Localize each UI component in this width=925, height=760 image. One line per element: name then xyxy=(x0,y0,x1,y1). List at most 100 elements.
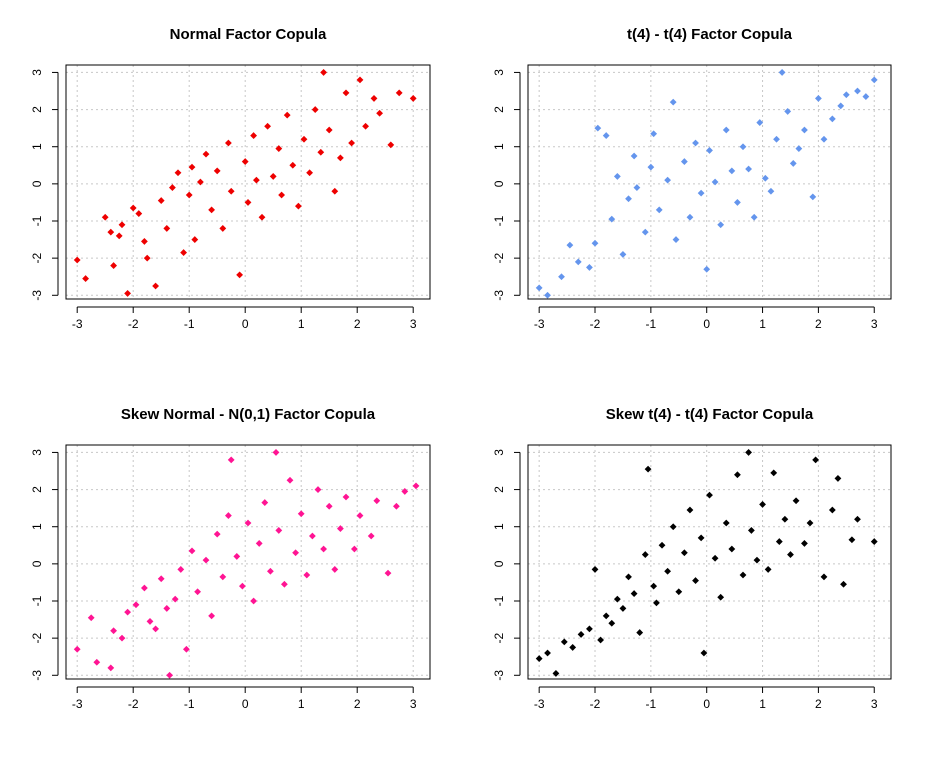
data-point xyxy=(745,449,752,456)
y-tick-label: -2 xyxy=(30,252,44,263)
data-point xyxy=(337,154,344,162)
y-tick-label: 2 xyxy=(492,486,506,493)
data-point xyxy=(608,215,616,223)
y-tick-label: -1 xyxy=(492,595,506,606)
data-point xyxy=(208,206,215,214)
data-point xyxy=(362,122,369,130)
data-point xyxy=(686,506,694,514)
data-point xyxy=(227,187,235,195)
data-point xyxy=(775,538,783,545)
data-point xyxy=(194,588,201,596)
data-point xyxy=(348,139,355,147)
data-point xyxy=(171,595,179,603)
data-point xyxy=(711,554,719,562)
data-point xyxy=(236,271,243,279)
chart-title: Skew Normal - N(0,1) Factor Copula xyxy=(121,406,376,423)
data-point xyxy=(789,160,797,167)
data-point xyxy=(862,93,870,100)
data-point xyxy=(250,597,257,605)
y-tick-label: -2 xyxy=(492,632,506,643)
data-point xyxy=(188,163,196,171)
y-tick-label: 0 xyxy=(492,560,506,567)
y-tick-label: 0 xyxy=(30,560,44,567)
data-point xyxy=(641,551,649,558)
data-point xyxy=(278,191,285,199)
x-tick-label: -3 xyxy=(534,697,545,711)
data-point xyxy=(778,69,786,76)
data-point xyxy=(706,147,713,154)
data-point xyxy=(202,556,210,564)
plot-frame xyxy=(527,444,892,680)
data-point xyxy=(706,491,713,499)
data-point xyxy=(183,645,190,653)
data-point xyxy=(854,515,861,523)
data-point xyxy=(552,670,560,677)
data-point xyxy=(608,619,616,627)
data-point xyxy=(795,145,803,152)
data-point xyxy=(253,176,260,184)
data-point xyxy=(202,150,210,158)
data-point xyxy=(848,536,856,544)
data-point xyxy=(630,590,638,597)
data-point xyxy=(870,538,878,545)
x-tick-label: 2 xyxy=(354,697,361,711)
data-point xyxy=(208,612,215,620)
x-tick-label: -3 xyxy=(534,317,545,331)
data-point xyxy=(107,664,115,672)
x-tick-label: -2 xyxy=(128,697,139,711)
data-point xyxy=(275,145,283,152)
data-point xyxy=(734,199,741,206)
data-point xyxy=(373,497,381,505)
x-tick-label: 0 xyxy=(703,697,710,711)
data-point xyxy=(644,465,652,473)
data-point xyxy=(325,126,333,134)
data-point xyxy=(669,523,677,531)
data-point xyxy=(870,76,878,84)
x-tick-label: -2 xyxy=(590,317,601,331)
data-point xyxy=(297,510,305,518)
data-point xyxy=(756,119,764,126)
data-point xyxy=(658,541,666,549)
data-point xyxy=(233,553,241,560)
data-point xyxy=(166,671,173,679)
x-tick-label: 1 xyxy=(298,697,305,711)
data-point xyxy=(597,636,604,644)
y-tick-label: -1 xyxy=(30,595,44,606)
data-point xyxy=(700,649,708,657)
data-point xyxy=(197,178,204,186)
data-point xyxy=(141,584,148,592)
data-point xyxy=(101,213,109,221)
data-point xyxy=(124,608,131,616)
data-point xyxy=(261,499,269,506)
data-point xyxy=(239,582,246,590)
data-point xyxy=(697,189,705,197)
data-point xyxy=(157,197,165,204)
data-point xyxy=(734,471,741,479)
x-tick-label: -2 xyxy=(590,697,601,711)
data-point xyxy=(672,236,680,243)
data-point xyxy=(115,232,123,240)
chart-panel-2: -3 -2 -1 0 1 2 3 -3 -2 -1 0 1 2 3 t(4) - t(4) Factor C… xyxy=(492,26,892,331)
data-point xyxy=(272,449,280,456)
data-point xyxy=(669,98,677,106)
y-tick-label: -1 xyxy=(492,215,506,226)
y-tick-label: 0 xyxy=(492,180,506,187)
data-point xyxy=(174,169,182,177)
data-point xyxy=(412,482,420,490)
x-tick-label: 3 xyxy=(410,697,417,711)
data-point xyxy=(152,282,159,290)
data-point xyxy=(331,566,339,573)
data-point xyxy=(309,532,316,540)
x-tick-label: -2 xyxy=(128,317,139,331)
data-point xyxy=(351,545,358,553)
y-tick-label: -3 xyxy=(30,670,44,681)
data-point xyxy=(815,95,822,102)
data-point xyxy=(574,258,582,266)
data-point xyxy=(132,601,140,609)
data-point xyxy=(163,225,171,232)
data-point xyxy=(834,475,842,482)
data-point xyxy=(118,221,126,229)
data-point xyxy=(586,625,593,633)
data-point xyxy=(680,549,688,557)
data-point xyxy=(806,519,814,527)
